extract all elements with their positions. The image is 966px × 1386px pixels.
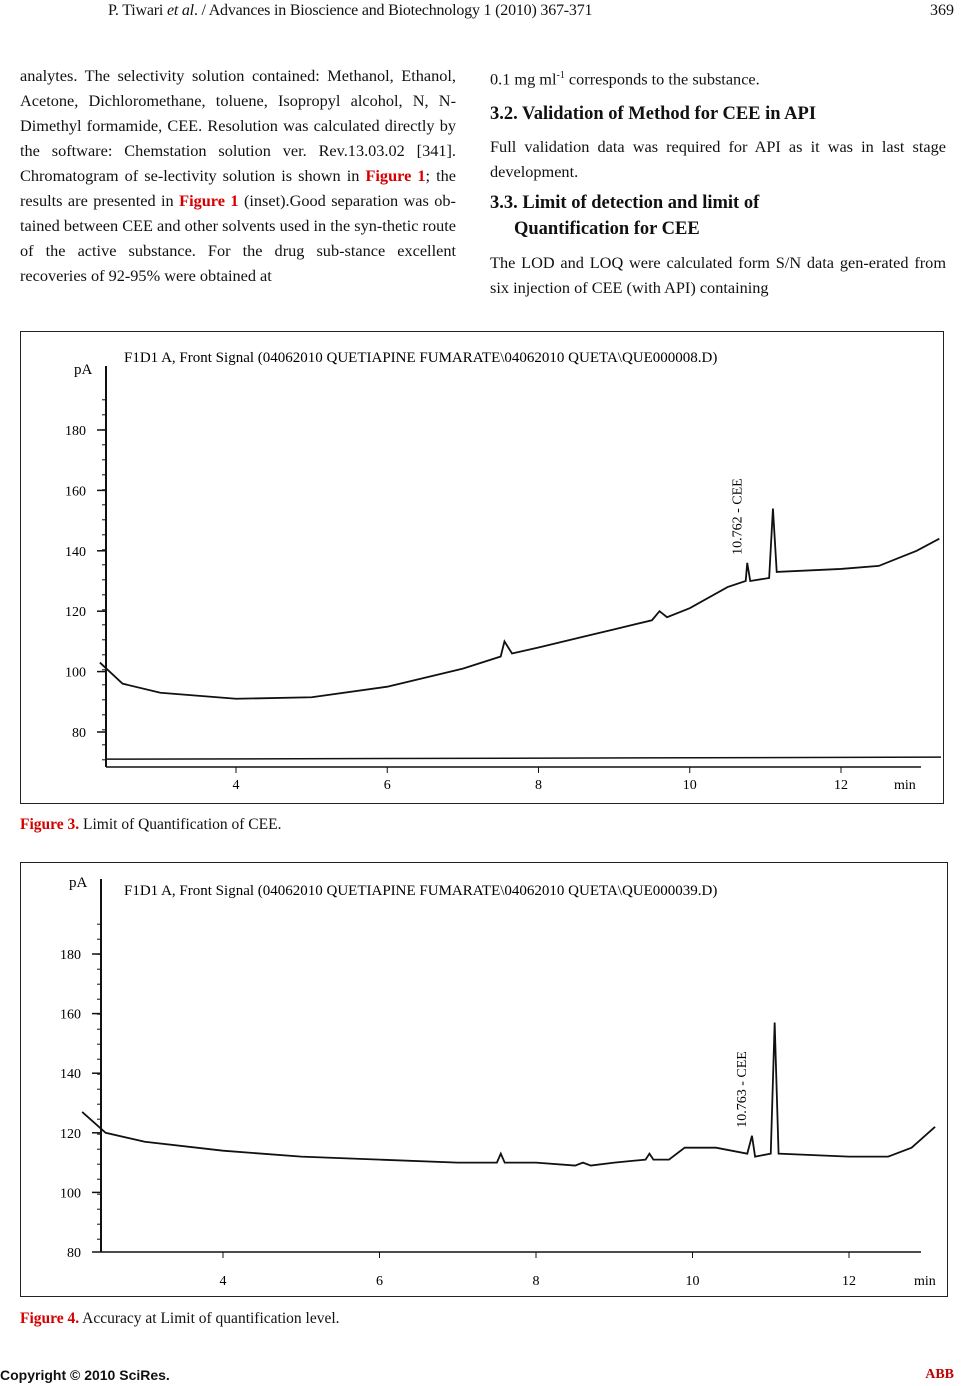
x-axis-unit: min: [914, 1274, 936, 1289]
figure-ref[interactable]: Figure 1: [365, 166, 426, 185]
signal-trace: [81, 1022, 936, 1167]
y-tick-label: 120: [65, 605, 86, 620]
x-tick-label: 4: [220, 1274, 227, 1289]
running-title: P. Tiwari et al. / Advances in Bioscienc…: [108, 2, 593, 19]
y-tick-label: 120: [60, 1127, 81, 1142]
x-tick-label: 10: [683, 778, 697, 793]
figure-3: F1D1 A, Front Signal (04062010 QUETIAPIN…: [20, 331, 944, 804]
figure-3-caption: Figure 3. Limit of Quantification of CEE…: [20, 816, 282, 833]
copyright: Copyright © 2010 SciRes.: [0, 1367, 170, 1383]
page-number: 369: [930, 2, 954, 19]
y-tick-label: 180: [65, 424, 86, 439]
x-tick-label: 4: [233, 778, 240, 793]
figure-ref[interactable]: Figure 1: [179, 191, 239, 210]
chart-title: F1D1 A, Front Signal (04062010 QUETIAPIN…: [124, 883, 717, 899]
signal-trace: [99, 508, 940, 700]
y-tick-label: 140: [60, 1067, 81, 1082]
figure-4-caption: Figure 4. Accuracy at Limit of quantific…: [20, 1310, 340, 1327]
peak-annotation: 10.763 - CEE: [735, 1051, 750, 1128]
paragraph: 0.1 mg ml-1 corresponds to the substance…: [490, 69, 760, 89]
y-tick-label: 180: [60, 948, 81, 963]
chromatogram-chart: F1D1 A, Front Signal (04062010 QUETIAPIN…: [60, 875, 936, 1289]
x-tick-label: 12: [834, 778, 848, 793]
x-axis-unit: min: [894, 778, 916, 793]
y-tick-label: 100: [60, 1186, 81, 1201]
left-column-paragraph: analytes. The selectivity solution conta…: [20, 66, 456, 285]
right-column: 0.1 mg ml-1 corresponds to the substance…: [490, 63, 946, 300]
chromatogram-chart: F1D1 A, Front Signal (04062010 QUETIAPIN…: [65, 350, 942, 793]
y-tick-label: 160: [60, 1008, 81, 1023]
y-axis-unit: pA: [74, 362, 93, 378]
y-tick-label: 160: [65, 484, 86, 499]
figure-4: F1D1 A, Front Signal (04062010 QUETIAPIN…: [20, 862, 948, 1297]
peak-annotation: 10.762 - CEE: [730, 478, 745, 555]
paragraph: Full validation data was required for AP…: [490, 137, 946, 182]
journal-abbrev: ABB: [925, 1367, 954, 1382]
y-tick-label: 140: [65, 545, 86, 560]
x-tick-label: 12: [842, 1274, 856, 1289]
chart-title: F1D1 A, Front Signal (04062010 QUETIAPIN…: [124, 350, 717, 366]
y-tick-label: 80: [67, 1246, 81, 1261]
section-heading-3-3: 3.3. Limit of detection and limit of Quan…: [490, 193, 760, 240]
x-tick-label: 6: [376, 1274, 383, 1289]
y-tick-label: 80: [72, 726, 86, 741]
y-tick-label: 100: [65, 666, 86, 681]
x-tick-label: 6: [384, 778, 391, 793]
baseline-trace: [105, 756, 942, 760]
y-axis-unit: pA: [69, 875, 88, 891]
section-heading-3-2: 3.2. Validation of Method for CEE in API: [490, 104, 817, 125]
x-tick-label: 8: [533, 1274, 540, 1289]
x-tick-label: 10: [686, 1274, 700, 1289]
x-tick-label: 8: [535, 778, 542, 793]
paragraph: The LOD and LOQ were calculated form S/N…: [490, 253, 946, 298]
